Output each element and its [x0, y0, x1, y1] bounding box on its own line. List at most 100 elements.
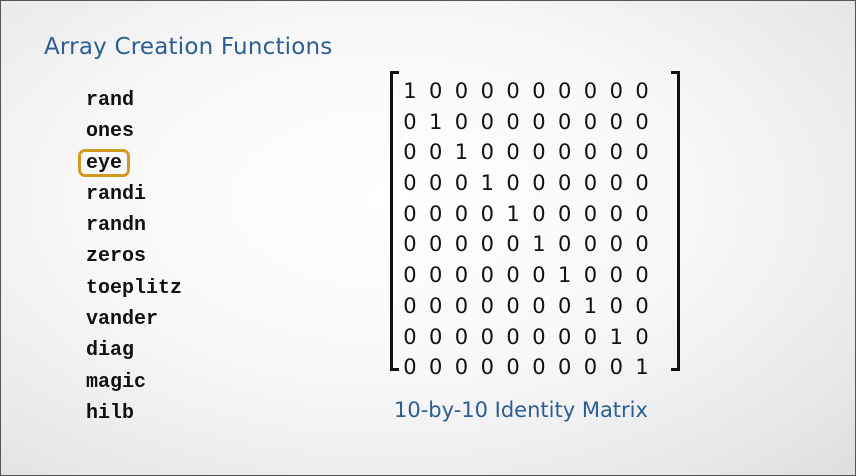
matrix-cell: 0 — [506, 355, 520, 380]
matrix-cell: 0 — [429, 171, 443, 196]
matrix-cell: 0 — [635, 293, 649, 318]
matrix-cell: 0 — [480, 293, 494, 318]
matrix-cell: 0 — [480, 355, 494, 380]
matrix-left-bracket — [390, 71, 399, 371]
matrix-cell: 0 — [429, 232, 443, 257]
function-item-randi: randi — [86, 182, 147, 206]
matrix-cell: 0 — [557, 355, 572, 380]
matrix-cell: 0 — [635, 201, 649, 226]
matrix-cell: 0 — [609, 171, 623, 196]
matrix-cell: 0 — [429, 324, 443, 349]
matrix-cell: 1 — [429, 109, 443, 134]
matrix-cell: 0 — [506, 79, 520, 103]
matrix-cell: 0 — [532, 355, 546, 380]
matrix-cell: 0 — [480, 109, 494, 134]
matrix-right-bracket — [671, 71, 680, 371]
matrix-cell: 0 — [454, 355, 469, 380]
matrix-cell: 0 — [557, 293, 572, 318]
matrix-cell: 0 — [429, 293, 443, 318]
matrix-cell: 0 — [454, 263, 469, 288]
function-item-vander: vander — [86, 308, 159, 332]
function-item-diag: diag — [86, 339, 135, 363]
matrix-cell: 0 — [532, 171, 546, 196]
matrix-cell: 1 — [583, 293, 598, 318]
matrix-cell: 0 — [609, 140, 623, 165]
matrix-cell: 0 — [635, 140, 649, 165]
function-item-magic: magic — [86, 370, 147, 394]
matrix-cell: 1 — [557, 263, 572, 288]
matrix-cell: 0 — [532, 263, 546, 288]
matrix-cell: 1 — [635, 355, 649, 380]
matrix-cell: 0 — [557, 109, 572, 134]
matrix-cell: 0 — [403, 171, 417, 196]
matrix-cell: 0 — [506, 109, 520, 134]
matrix-cell: 0 — [506, 324, 520, 349]
matrix-cell: 0 — [480, 201, 494, 226]
matrix-cell: 0 — [557, 232, 572, 257]
matrix-cell: 1 — [506, 201, 520, 226]
matrix-cell: 0 — [532, 140, 546, 165]
matrix-cell: 0 — [429, 355, 443, 380]
matrix-cell: 0 — [429, 79, 443, 103]
matrix-cell: 0 — [429, 263, 443, 288]
matrix-cell: 0 — [403, 232, 417, 257]
matrix-cell: 0 — [506, 232, 520, 257]
matrix-cell: 0 — [609, 263, 623, 288]
matrix-cell: 0 — [583, 324, 598, 349]
matrix-cell: 0 — [609, 232, 623, 257]
matrix-cell: 0 — [480, 324, 494, 349]
matrix-cell: 0 — [403, 201, 417, 226]
matrix-cell: 0 — [454, 171, 469, 196]
function-item-rand: rand — [86, 89, 135, 112]
matrix-cell: 0 — [403, 355, 417, 380]
matrix-cell: 0 — [609, 355, 623, 380]
matrix-cell: 0 — [480, 140, 494, 165]
matrix-cell: 0 — [635, 171, 649, 196]
matrix-cell: 0 — [480, 79, 494, 103]
matrix-cell: 0 — [635, 109, 649, 134]
matrix-cell: 1 — [403, 79, 417, 103]
matrix-cell: 0 — [429, 201, 443, 226]
matrix-cell: 0 — [532, 201, 546, 226]
matrix-cell: 0 — [429, 140, 443, 165]
matrix-cell: 0 — [583, 201, 598, 226]
matrix-cell: 1 — [480, 171, 494, 196]
matrix-cell: 0 — [454, 293, 469, 318]
matrix-cell: 0 — [403, 109, 417, 134]
matrix-cell: 0 — [454, 232, 469, 257]
matrix-cell: 0 — [506, 293, 520, 318]
matrix-cell: 0 — [635, 263, 649, 288]
matrix-cell: 0 — [583, 232, 598, 257]
matrix-cell: 0 — [583, 171, 598, 196]
function-list: rand ones eye randi randn zeros toeplitz vander… — [77, 89, 183, 433]
function-item-hilb: hilb — [86, 401, 135, 425]
matrix-cell: 0 — [583, 79, 598, 103]
matrix-cell: 0 — [583, 140, 598, 165]
function-item-ones: ones — [86, 120, 135, 144]
matrix-cell: 0 — [403, 293, 417, 318]
matrix-cell: 1 — [609, 324, 623, 349]
matrix-cell: 1 — [454, 140, 469, 165]
matrix-cell: 0 — [583, 355, 598, 380]
matrix-cell: 0 — [480, 263, 494, 288]
matrix-cell: 0 — [557, 140, 572, 165]
matrix-cell: 0 — [583, 109, 598, 134]
matrix-cell: 0 — [583, 263, 598, 288]
matrix-cell: 0 — [532, 293, 546, 318]
matrix-cell: 0 — [506, 140, 520, 165]
matrix-cell: 0 — [557, 79, 572, 103]
function-item-randn: randn — [86, 214, 147, 238]
function-item-toeplitz: toeplitz — [86, 276, 183, 300]
matrix-cell: 0 — [480, 232, 494, 257]
matrix-caption: 10-by-10 Identity Matrix — [394, 398, 648, 422]
matrix-cell: 0 — [557, 324, 572, 349]
matrix-cell: 0 — [454, 201, 469, 226]
